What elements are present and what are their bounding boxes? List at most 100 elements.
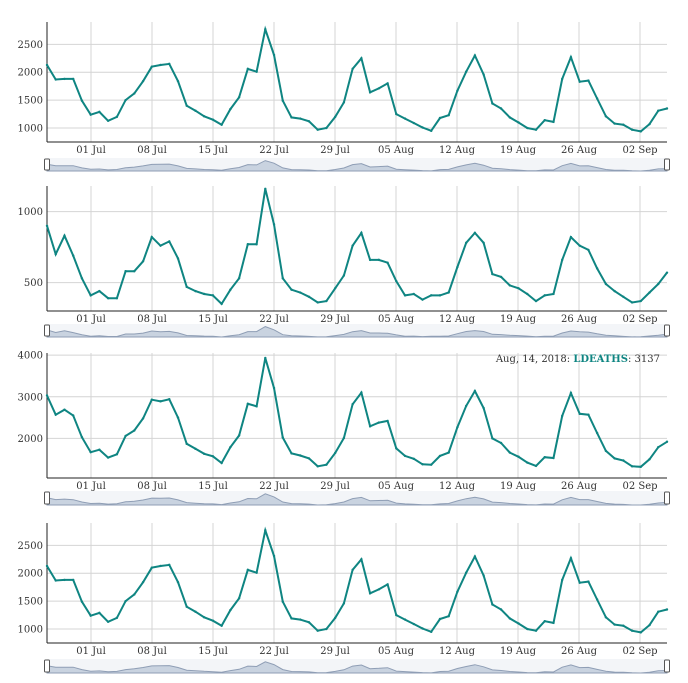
range-handle-left[interactable] — [44, 491, 50, 505]
data-point — [464, 571, 468, 574]
data-point — [237, 434, 241, 437]
data-point — [316, 128, 319, 131]
data-point — [333, 616, 337, 620]
data-point — [106, 297, 110, 300]
data-point — [333, 287, 337, 290]
data-point — [569, 55, 573, 59]
range-selector[interactable] — [44, 324, 670, 338]
x-tick-label: 15 Jul — [198, 145, 228, 156]
range-selector[interactable] — [44, 158, 670, 172]
data-point — [211, 455, 215, 458]
data-point — [168, 62, 171, 66]
range-handle-left[interactable] — [44, 324, 50, 337]
data-point — [176, 257, 180, 260]
data-point — [648, 458, 651, 461]
data-point — [54, 252, 57, 256]
range-selector-area — [46, 160, 668, 172]
data-point — [124, 98, 127, 102]
data-point — [229, 445, 232, 449]
data-point — [281, 277, 284, 280]
data-point — [124, 434, 127, 438]
data-point — [194, 289, 197, 293]
range-handle-right[interactable] — [664, 659, 670, 673]
range-handle-right[interactable] — [664, 324, 670, 337]
data-point — [351, 403, 354, 406]
data-point — [185, 285, 188, 289]
data-point — [552, 456, 555, 460]
data-point — [45, 224, 49, 227]
data-point — [272, 53, 276, 57]
data-point — [421, 298, 424, 301]
hover-legend: Aug, 14, 2018: LDEATHS: 3137 — [496, 354, 660, 365]
chart-svg-3: 2000 3000 4000 01 Jul 08 Jul 15 Jul 22 Jul 29 J… — [18, 351, 670, 506]
range-selector-area — [46, 493, 668, 506]
range-handle-right[interactable] — [664, 158, 670, 171]
data-point — [290, 452, 293, 455]
data-point — [578, 244, 581, 247]
data-point — [325, 299, 328, 303]
data-point — [438, 617, 442, 621]
range-selector-area — [46, 661, 668, 674]
data-point — [168, 563, 171, 567]
data-point — [98, 448, 101, 451]
x-tick-label: 19 Aug — [500, 314, 537, 325]
data-point — [438, 116, 442, 120]
data-point — [159, 564, 162, 568]
data-point — [168, 398, 171, 401]
chart-panel-3: 2000 3000 4000 01 Jul 08 Jul 15 Jul 22 Jul 29 J… — [0, 343, 688, 513]
data-point — [517, 287, 520, 290]
data-point — [368, 425, 372, 428]
range-selector[interactable] — [44, 659, 670, 674]
y-tick-label: 4000 — [18, 351, 43, 362]
data-point — [613, 289, 616, 293]
data-point — [578, 412, 581, 416]
grid — [47, 353, 667, 478]
data-point — [430, 294, 433, 297]
data-point — [316, 629, 319, 632]
data-point — [464, 241, 468, 245]
data-point — [395, 279, 398, 283]
data-point — [412, 457, 415, 461]
data-point — [281, 600, 284, 603]
data-point — [176, 580, 180, 584]
data-point — [604, 449, 608, 453]
data-point — [368, 592, 372, 595]
data-point — [45, 394, 49, 397]
x-tick-label: 15 Jul — [198, 646, 228, 657]
data-point — [246, 67, 250, 71]
range-handle-left[interactable] — [44, 659, 50, 673]
data-point — [508, 116, 512, 119]
range-handle-right[interactable] — [664, 491, 670, 505]
data-point — [202, 115, 206, 118]
data-point — [115, 115, 119, 119]
data-point — [386, 82, 389, 85]
data-point — [526, 627, 529, 631]
data-point — [316, 465, 319, 468]
data-point — [229, 107, 232, 111]
data-point — [71, 578, 75, 582]
y-tick-label: 1500 — [18, 96, 43, 107]
data-point — [517, 121, 520, 124]
data-point — [202, 292, 206, 296]
range-handle-left[interactable] — [44, 158, 50, 171]
range-selector-background[interactable] — [47, 324, 667, 337]
data-point — [98, 289, 101, 293]
data-point — [264, 28, 267, 31]
data-point — [508, 284, 512, 287]
data-point — [124, 270, 127, 273]
x-tick-label: 08 Jul — [137, 481, 167, 492]
series-line — [46, 25, 668, 133]
chart-panel-1: 1000 1500 2000 2500 01 Jul 08 Jul 15 Jul 22 Jul… — [0, 0, 688, 176]
data-point — [299, 291, 302, 294]
data-point — [54, 413, 57, 416]
data-point — [473, 389, 477, 393]
data-point — [648, 291, 651, 294]
data-point — [604, 282, 608, 286]
data-point — [281, 99, 284, 102]
range-selector[interactable] — [44, 491, 670, 506]
data-point — [246, 568, 250, 572]
data-point — [325, 463, 328, 466]
data-point — [272, 554, 276, 558]
data-point — [368, 91, 372, 94]
data-point — [45, 564, 49, 568]
